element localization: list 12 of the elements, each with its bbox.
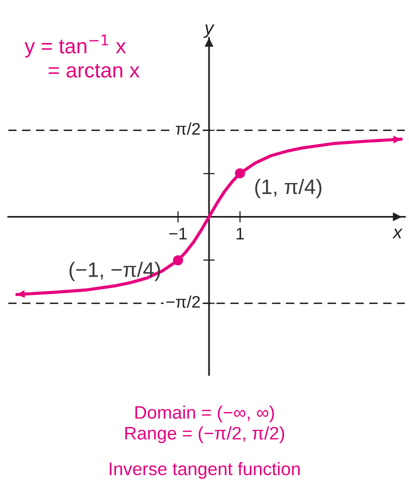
x-tick-label: −1 — [169, 228, 187, 240]
text: Inverse tangent function — [110, 462, 300, 479]
x-axis-title: x — [392, 228, 403, 238]
annotation: y = tan$^{−1}$ x = arctan x — [24, 34, 140, 78]
annotation: (−1, −π/4) — [70, 262, 160, 282]
y-tick-label: π/2 — [176, 122, 200, 135]
text: Domain = (−∞, ∞) Range = (−π/2, π/2) — [125, 406, 284, 444]
annotation: (1, π/4) — [255, 178, 322, 198]
y-axis-title: y — [203, 24, 214, 38]
y-tick-label: −π/2 — [166, 296, 200, 308]
x-tick-label: 1 — [236, 228, 244, 240]
line-series — [15, 138, 403, 296]
